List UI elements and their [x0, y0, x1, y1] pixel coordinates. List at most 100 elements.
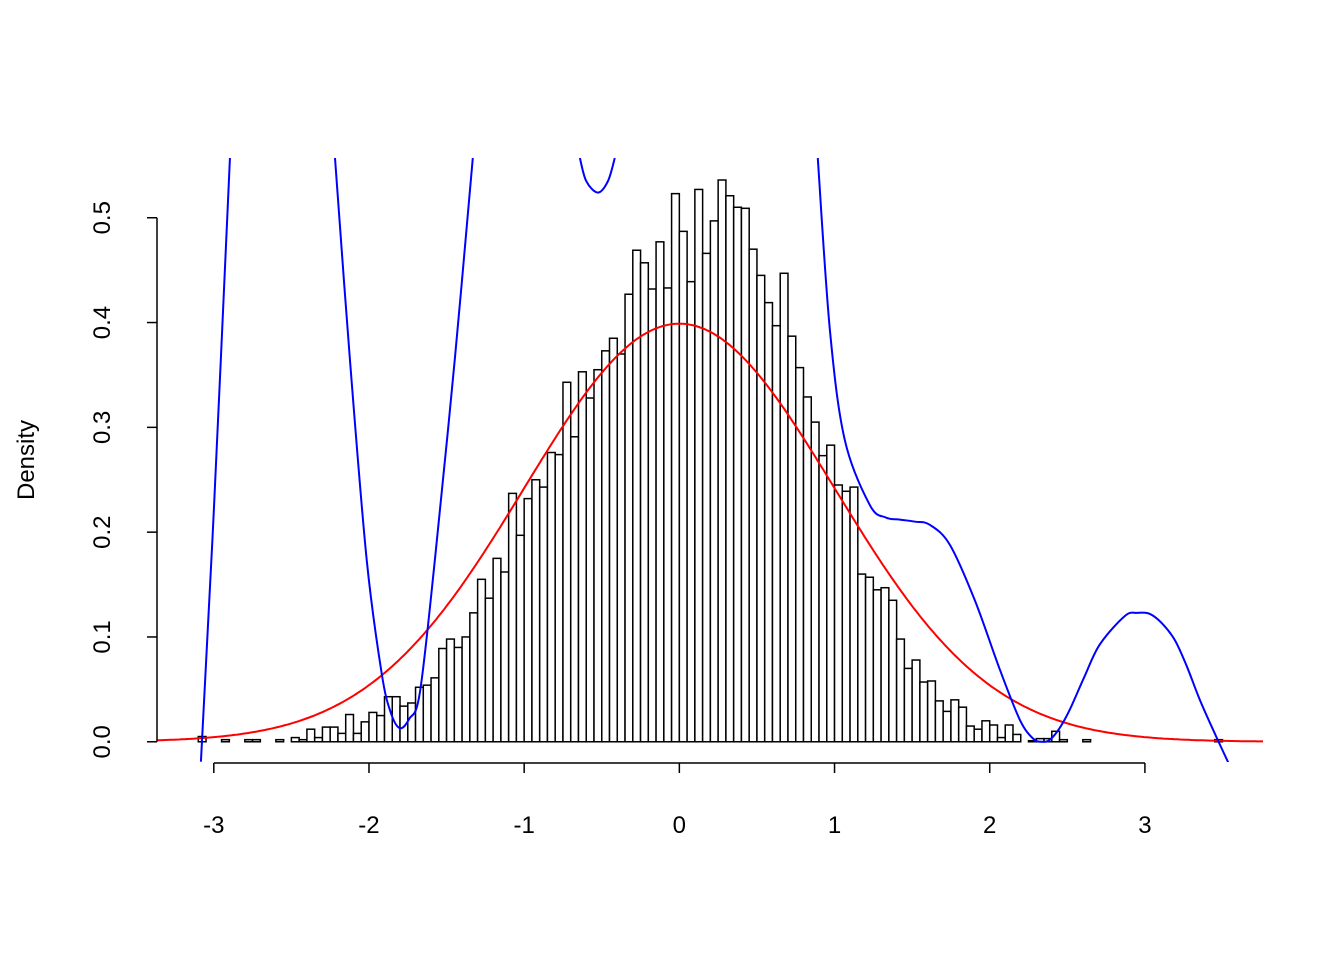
histogram-bar: [678, 230, 688, 743]
histogram-bar: [438, 647, 448, 743]
histogram-bar: [888, 599, 898, 743]
histogram-bar: [445, 638, 456, 743]
histogram-bar: [624, 293, 634, 743]
histogram-bar: [709, 220, 719, 743]
histogram-bar: [616, 353, 626, 743]
histogram-bar: [686, 280, 696, 743]
y-axis: 0.0 0.1 0.2 0.3 0.4 0.5: [89, 201, 158, 758]
histogram-bar: [763, 301, 774, 743]
histogram-bar: [864, 576, 875, 743]
histogram-bar: [306, 728, 316, 743]
histogram-bar: [732, 206, 743, 743]
histogram-bar: [1058, 738, 1069, 743]
histogram-bar: [1082, 738, 1092, 743]
x-tick-label: 2: [983, 812, 996, 839]
histogram-bars: [197, 179, 1224, 743]
histogram-bar: [360, 721, 370, 743]
histogram-bar: [430, 677, 440, 743]
histogram-bar: [670, 192, 681, 743]
histogram-bar: [585, 397, 595, 743]
histogram-bar: [996, 736, 1006, 743]
histogram-bar: [841, 490, 851, 743]
histogram-bar: [740, 207, 750, 743]
x-axis: -3 -2 -1 0 1 2 3: [203, 762, 1152, 839]
histogram-bar: [500, 571, 510, 743]
histogram-bar: [538, 486, 549, 743]
y-tick-label: 0.4: [89, 306, 116, 339]
histogram-bar: [934, 700, 944, 743]
histogram-bar: [1012, 733, 1022, 743]
histogram-bar: [950, 699, 960, 743]
histogram-bar: [492, 557, 502, 743]
fitted-curve-segment: [578, 158, 616, 194]
histogram-bar: [818, 454, 828, 743]
histogram-bar: [484, 597, 494, 743]
x-tick-label: -3: [203, 812, 224, 839]
y-tick-label: 0.0: [89, 725, 116, 758]
y-axis-label: Density: [13, 420, 40, 500]
histogram-bar: [523, 497, 533, 743]
histogram-bar: [942, 710, 952, 743]
histogram-bar: [926, 680, 937, 743]
histogram-bar: [368, 711, 378, 743]
x-tick-label: 3: [1138, 812, 1151, 839]
histogram-bar: [321, 726, 331, 743]
x-tick-label: -2: [358, 812, 379, 839]
histogram-bar: [220, 738, 231, 743]
histogram-bar: [608, 337, 619, 743]
histogram-bar: [756, 274, 766, 743]
histogram-bar: [313, 736, 324, 743]
histogram-bar: [569, 436, 580, 743]
curves: [157, 158, 1263, 762]
histogram-bar: [577, 371, 587, 743]
histogram-bar: [244, 738, 254, 743]
histogram-bar: [663, 287, 673, 743]
histogram-bar: [872, 589, 882, 743]
histogram-bar: [601, 350, 611, 743]
histogram-bar: [748, 248, 758, 743]
y-tick-label: 0.5: [89, 201, 116, 234]
histogram-bar: [275, 738, 285, 743]
histogram-bar: [965, 725, 975, 743]
histogram-bar: [298, 738, 308, 743]
histogram-bar: [407, 702, 417, 743]
histogram-bar: [988, 724, 999, 743]
histogram-bar: [515, 534, 525, 743]
histogram-bar: [647, 288, 657, 743]
histogram-bar: [251, 738, 262, 743]
histogram-bar: [476, 578, 487, 743]
fitted-curve-segment: [199, 158, 231, 762]
histogram-bar: [632, 249, 642, 743]
histogram-bar: [344, 713, 355, 743]
histogram-bar: [507, 492, 518, 743]
histogram-bar: [329, 726, 339, 743]
histogram-bar: [562, 381, 572, 743]
histogram-bar: [880, 586, 890, 743]
histogram-bar: [1004, 724, 1014, 743]
histogram-bar: [469, 612, 479, 743]
histogram-bar: [826, 444, 836, 743]
x-tick-label: 0: [673, 812, 686, 839]
histogram-bar: [981, 720, 991, 743]
x-tick-label: -1: [513, 812, 534, 839]
histogram-bar: [290, 736, 300, 743]
histogram-bar: [422, 684, 432, 743]
histogram-bar: [546, 451, 556, 743]
histogram-bar: [461, 636, 471, 743]
histogram-bar: [725, 194, 735, 743]
histogram-bar: [857, 573, 867, 743]
histogram-bar: [701, 252, 712, 743]
x-tick-label: 1: [828, 812, 841, 839]
histogram-bar: [771, 324, 781, 743]
histogram-bar: [655, 241, 665, 743]
histogram-bar: [957, 706, 968, 743]
fitted-curve-segment: [333, 158, 474, 730]
histogram-bar: [779, 272, 789, 743]
histogram-bar: [717, 179, 727, 743]
histogram-bar: [903, 667, 913, 743]
histogram-bar: [453, 646, 463, 743]
histogram-bar: [973, 728, 983, 743]
histogram-bar: [531, 479, 541, 743]
histogram-bar: [911, 659, 921, 743]
